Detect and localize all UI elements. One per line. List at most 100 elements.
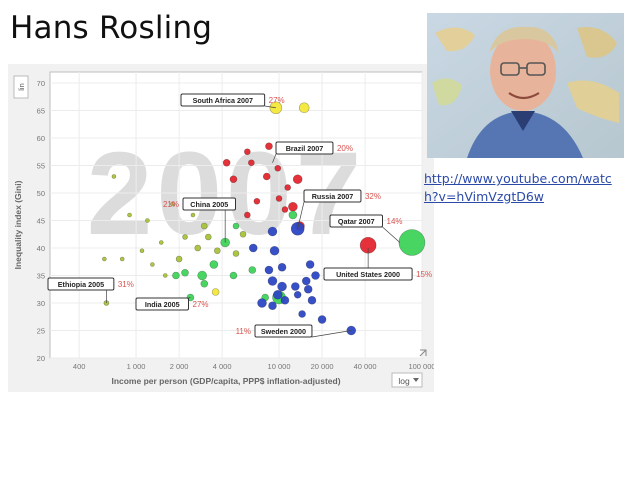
annotation-percent: 15% [416,270,432,279]
annotation-leader [188,297,191,299]
annotation-percent: 31% [118,280,134,289]
annotation-country: Qatar 2007 [338,217,375,226]
bubble-point [150,262,155,267]
bubble-point [288,210,298,220]
y-tick-label: 45 [37,217,45,226]
y-tick-label: 20 [37,354,45,363]
annotation-box [182,197,236,211]
bubble-point [200,222,208,230]
annotation-leader [297,201,305,229]
bubble-point [119,256,125,262]
bubble-point [303,284,313,294]
bubble-point [204,233,212,241]
annotation-box [135,297,189,311]
bubble-point [244,148,251,156]
bubble-point [281,206,289,213]
y-tick-label: 50 [37,189,45,198]
bubble-point [272,289,283,300]
x-tick-label: 4 000 [213,362,232,371]
bubble-point [253,197,261,205]
annotation-leader [264,105,276,109]
bubble-point [267,226,278,237]
bubble-point [265,142,273,151]
annotation-percent: 11% [236,327,251,336]
bubble-point [277,262,287,272]
y-tick-label: 25 [37,327,45,336]
bubble-point [170,201,175,207]
bubble-point [298,310,306,318]
bubble-point [248,159,255,167]
bubble-point [268,301,277,311]
bubble-point [264,265,274,275]
bubble-point [239,230,247,238]
annotation-percent: 14% [387,217,403,226]
slide-title: Hans Rosling [10,10,213,46]
gapminder-chart: 2007 20 25 30 35 40 45 50 55 60 65 70 400 1 000 2 000 4… [8,64,434,392]
x-tick-label: 40 000 [354,362,377,371]
bubble-point [181,268,189,277]
x-tick-label: 20 000 [311,362,334,371]
y-tick-label: 60 [37,134,45,143]
bubble-point [229,271,238,280]
bubble-point [158,240,164,245]
bubble-point [244,211,251,219]
bubble-point [209,260,219,269]
bubble-point [267,276,278,286]
hans-rosling-photo [427,13,624,158]
annotation-box [180,93,266,107]
annotation-percent: 32% [365,192,381,201]
bubble-point [275,195,283,202]
x-tick-label: 100 000 [408,362,434,371]
youtube-link[interactable]: http://www.youtube.com/watch?v=hVimVzgtD… [424,171,612,204]
bubble-point [269,245,280,256]
bubble-point [139,248,145,254]
bubble-point [214,247,221,255]
bubble-point [291,282,300,291]
bubble-point [317,315,327,324]
annotation-country: South Africa 2007 [193,96,253,105]
y-scale-label: lin [17,83,26,91]
annotation-country: Sweden 2000 [261,327,306,336]
bubble-point [274,164,282,172]
bubble-point [222,158,231,167]
annotation-leader [382,226,401,243]
bubble-point [190,212,196,218]
bubble-point [229,175,238,184]
annotation-box [329,214,383,228]
bubble-point [277,281,287,292]
y-tick-label: 65 [37,107,45,116]
x-tick-label: 400 [73,362,86,371]
annotation-box [275,141,334,155]
bubble-point [232,222,240,230]
bubble-point [182,234,188,240]
y-scale-selector [13,75,29,99]
annotation-country: United States 2000 [336,270,400,279]
bubble-point [262,172,271,181]
y-axis-label: Inequality index (Gini) [13,180,23,269]
bubble-point [284,184,292,191]
annotation-country: India 2005 [145,300,180,309]
annotation-box [303,189,362,203]
bubble-point [288,201,298,212]
y-tick-label: 35 [37,272,45,281]
y-tick-label: 40 [37,244,45,253]
annotation-country: China 2005 [190,200,228,209]
bubble-point [293,290,302,299]
annotation-box [47,277,115,291]
bubble-point [248,266,257,274]
annotation-leader [272,153,277,163]
bubble-point [301,276,311,286]
expand-icon [419,349,427,357]
bubble-point [398,229,426,256]
annotation-country: Brazil 2007 [286,144,324,153]
bubble-point [102,256,107,262]
bubble-point [311,271,320,280]
bubble-point [280,295,290,305]
bubble-point [145,218,150,223]
annotation-country: Ethiopia 2005 [58,280,104,289]
annotation-box [254,324,313,338]
bubble-point [292,174,303,185]
bubble-point [111,174,117,179]
x-tick-label: 10 000 [268,362,291,371]
annotation-percent: 27% [269,96,285,105]
